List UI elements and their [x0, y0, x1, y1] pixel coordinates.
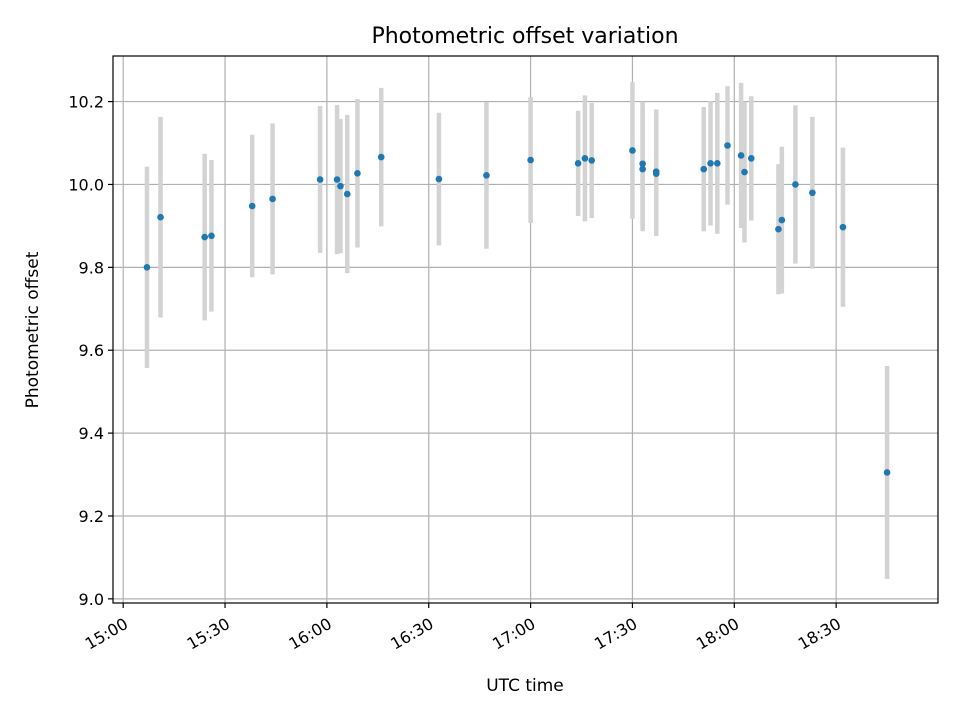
- data-point: [527, 156, 534, 164]
- data-point: [435, 175, 443, 183]
- data-point: [269, 195, 276, 203]
- data-point: [839, 223, 847, 231]
- data-point: [747, 155, 755, 162]
- y-tick-label: 9.4: [79, 424, 104, 443]
- data-point: [629, 147, 636, 154]
- data-point: [574, 160, 582, 167]
- data-point: [143, 264, 151, 271]
- data-point: [809, 189, 816, 197]
- data-point: [700, 165, 708, 173]
- data-point: [354, 169, 361, 177]
- data-point: [778, 216, 786, 224]
- y-tick-label: 9.2: [79, 507, 104, 526]
- data-point: [714, 160, 721, 167]
- data-point: [333, 176, 341, 183]
- data-points: [143, 142, 891, 476]
- data-point: [792, 181, 799, 188]
- x-axis-label: UTC time: [486, 676, 564, 696]
- data-point: [208, 232, 215, 240]
- data-point: [883, 469, 891, 476]
- data-point: [316, 176, 324, 183]
- data-point: [581, 155, 589, 162]
- y-axis-label: Photometric offset: [23, 251, 43, 408]
- y-tick-label: 9.8: [79, 258, 104, 277]
- chart-title: Photometric offset variation: [371, 24, 678, 49]
- data-point: [248, 202, 256, 210]
- data-point: [157, 213, 164, 221]
- data-point: [337, 182, 344, 190]
- plot-area-frame: [112, 55, 939, 604]
- data-point: [737, 152, 745, 159]
- data-point: [741, 168, 748, 176]
- data-point: [639, 160, 646, 168]
- y-axis-ticks: 9.0 9.2 9.4 9.6 9.8 10.0 10.2: [68, 93, 113, 609]
- data-point: [201, 233, 208, 241]
- y-tick-label: 10.2: [68, 93, 104, 112]
- data-point: [343, 190, 351, 198]
- data-point: [724, 142, 731, 149]
- data-point: [588, 157, 596, 164]
- data-point: [639, 165, 646, 173]
- data-point: [707, 160, 714, 167]
- data-point: [652, 170, 660, 177]
- data-point: [483, 172, 490, 179]
- data-point: [377, 153, 385, 161]
- data-point: [775, 225, 782, 233]
- y-tick-label: 9.0: [79, 590, 104, 609]
- y-tick-label: 10.0: [68, 175, 104, 194]
- y-tick-label: 9.6: [79, 341, 104, 360]
